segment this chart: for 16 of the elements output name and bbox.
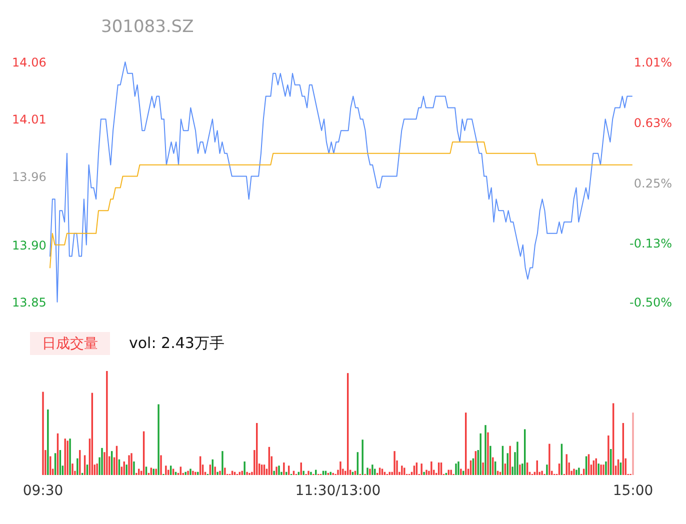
y2-tick-label: 0.25% <box>634 176 672 190</box>
y2-tick-label: 1.01% <box>634 56 672 70</box>
y2-tick-label: 0.63% <box>634 116 672 130</box>
x-tick-label: 11:30/13:00 <box>295 483 381 499</box>
y-tick-label: 13.85 <box>12 296 46 310</box>
y2-tick-label: -0.13% <box>630 236 672 251</box>
y2-tick-label: -0.50% <box>630 296 672 310</box>
x-tick-label: 15:00 <box>612 483 654 499</box>
x-tick-label: 09:30 <box>22 483 64 499</box>
chart-subtitle: vol: 2.43万手 <box>129 334 224 352</box>
chart-title: 日成交量 <box>42 336 98 352</box>
y-tick-label: 14.06 <box>12 56 46 70</box>
y-tick-label: 14.01 <box>12 112 46 127</box>
y-tick-label: 13.90 <box>12 238 46 252</box>
y-tick-label: 13.96 <box>12 170 46 184</box>
chart-title: 301083.SZ <box>101 17 194 37</box>
